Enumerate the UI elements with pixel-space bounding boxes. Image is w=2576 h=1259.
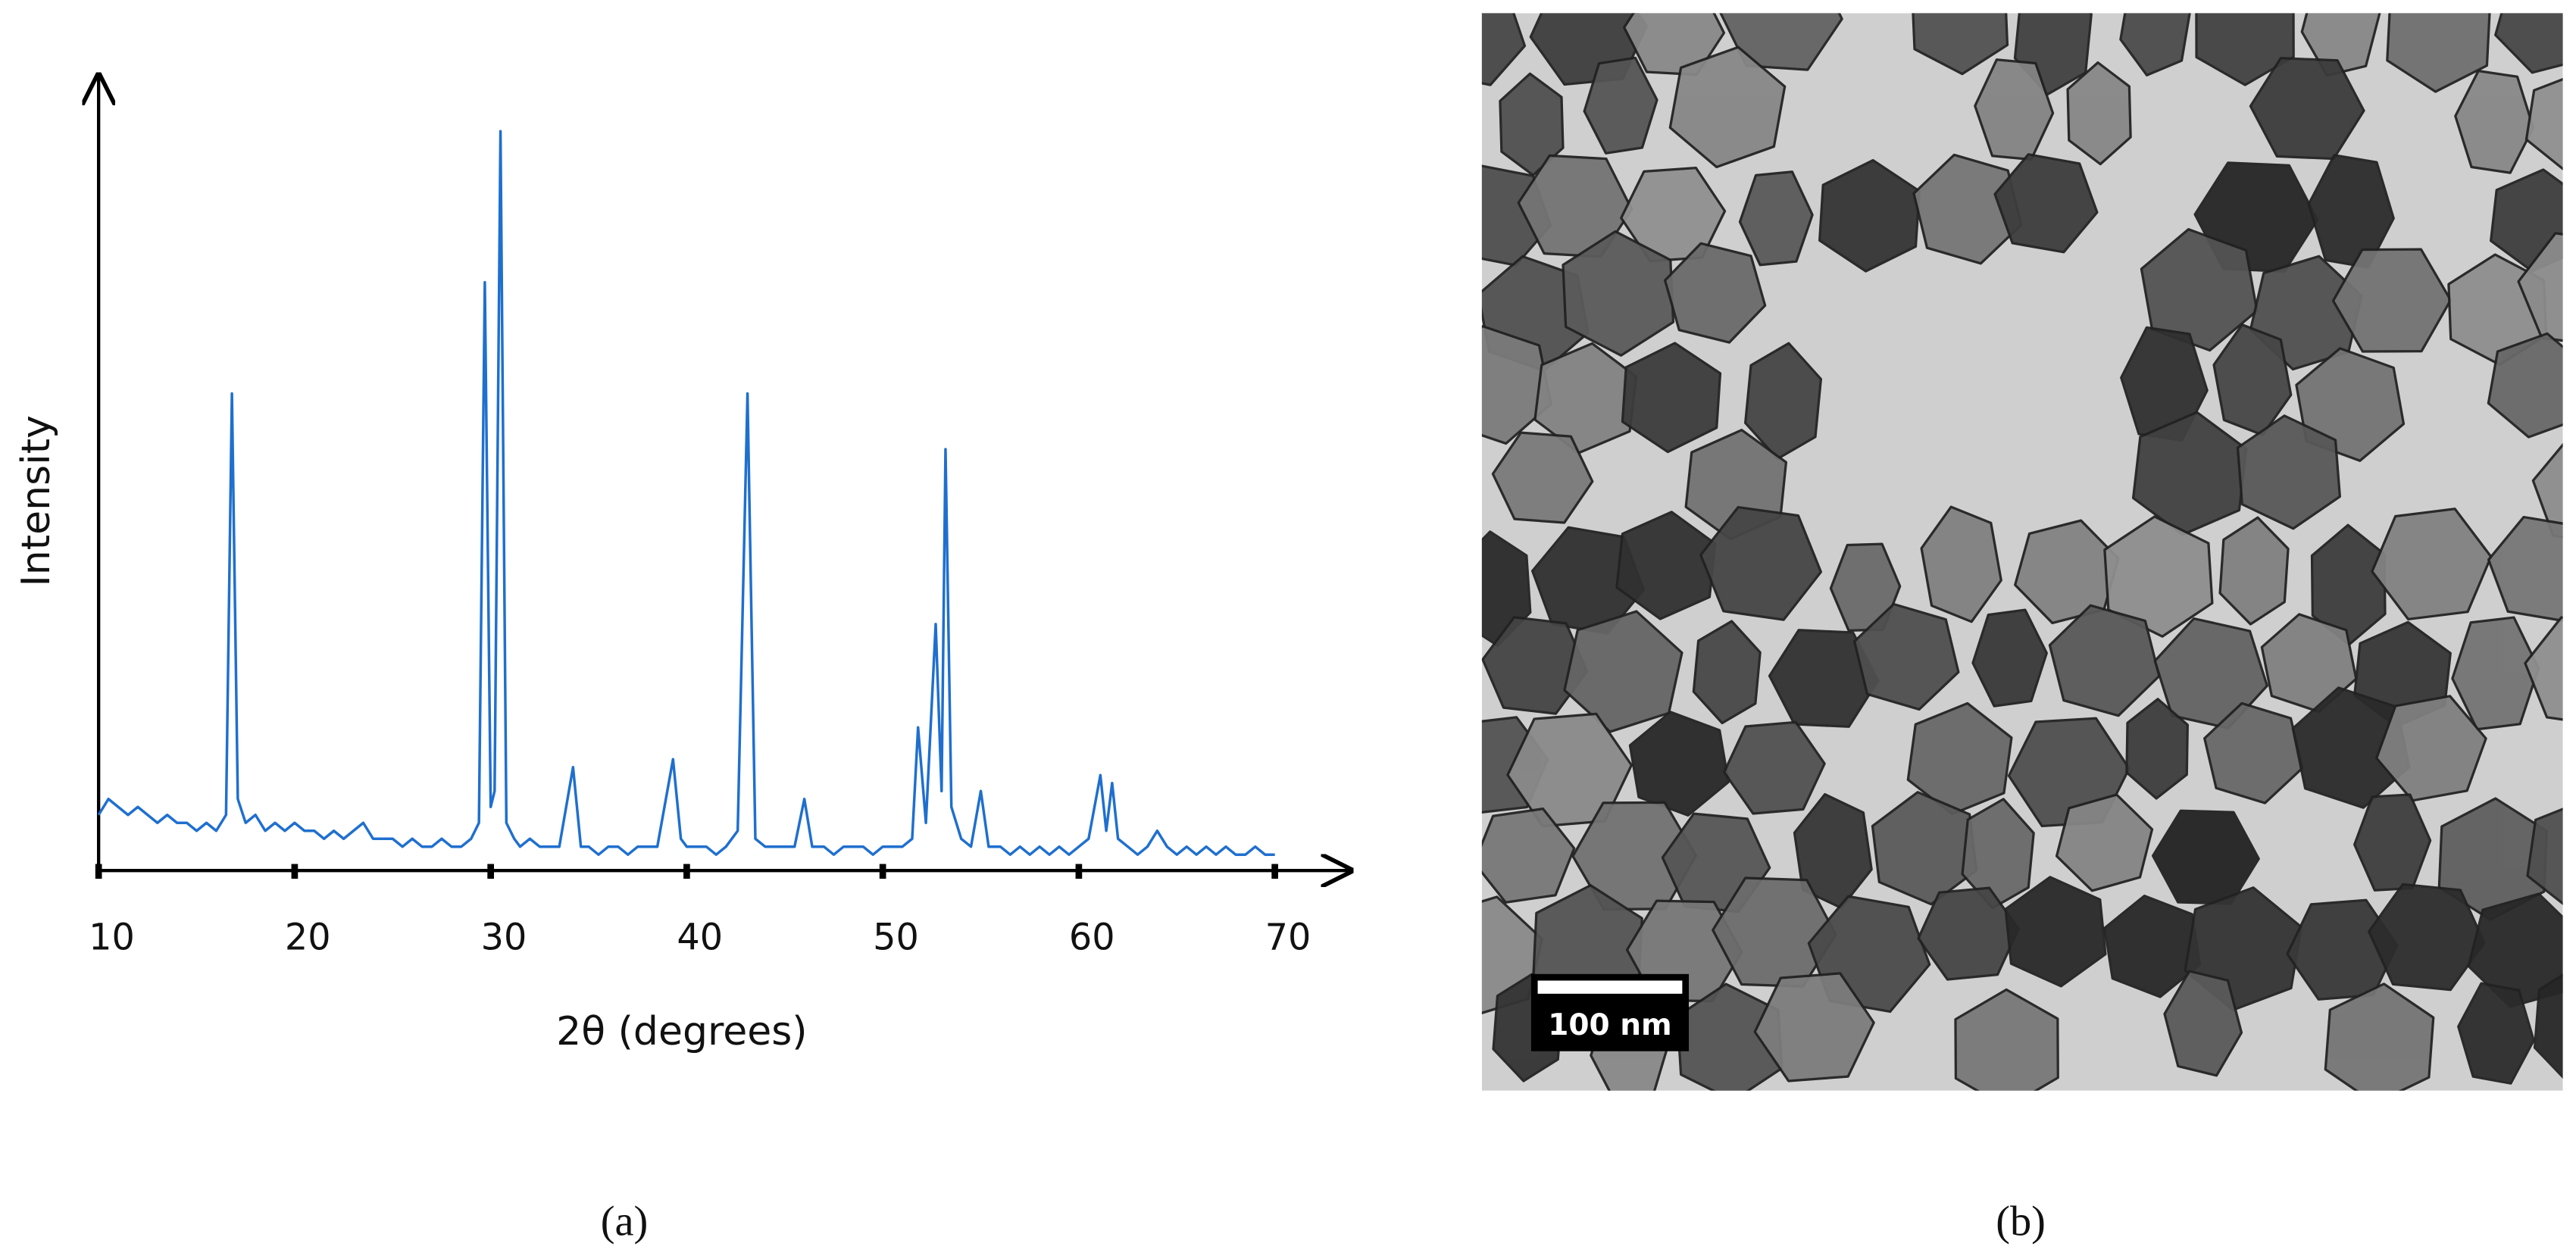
nanoparticle: [2467, 892, 2563, 1008]
nanoparticle: [1699, 505, 1823, 621]
nanoparticle: [1481, 616, 1589, 715]
panel-label: (b): [1996, 1198, 2046, 1245]
nanoparticle: [2163, 970, 2243, 1077]
nanoparticle: [1971, 608, 2048, 708]
scale-bar-label: 100 nm: [1548, 1008, 1671, 1042]
nanoparticle: [2125, 698, 2189, 800]
nanoparticle: [2524, 616, 2563, 721]
y-axis-label: Intensity: [14, 415, 59, 586]
nanoparticle: [2524, 77, 2563, 170]
nanoparticle: [1719, 13, 1843, 71]
nanoparticle: [1853, 602, 1960, 711]
nanoparticle: [2236, 414, 2341, 530]
nanoparticle: [2055, 793, 2154, 892]
nanoparticle: [2487, 515, 2563, 623]
nanoparticle: [2368, 883, 2486, 992]
nanoparticle: [1993, 153, 2099, 254]
nanoparticle: [2494, 13, 2563, 74]
nanoparticle: [2203, 701, 2304, 804]
scale-bar: 100 nm: [1530, 973, 1690, 1051]
nanoparticle: [2103, 894, 2202, 998]
nanoparticle: [2371, 508, 2493, 621]
x-tick-label: 20: [285, 917, 331, 958]
nanoparticle: [2533, 973, 2563, 1079]
x-tick-label: 60: [1069, 917, 1115, 958]
x-tick-label: 30: [481, 917, 527, 958]
nanoparticle: [2004, 876, 2107, 988]
nanoparticle: [2103, 515, 2214, 638]
nanoparticle: [1583, 56, 1658, 155]
nanoparticle: [2517, 232, 2563, 342]
nanoparticle: [2454, 70, 2535, 174]
scale-bar-line: [1537, 980, 1683, 994]
nanoparticle: [1920, 505, 2002, 623]
nanoparticle: [2295, 347, 2406, 462]
nanoparticle: [1491, 431, 1594, 524]
nanoparticle: [1829, 542, 1902, 633]
nanoparticle: [1906, 701, 2013, 816]
nanoparticle: [1481, 324, 1552, 445]
nanoparticle: [1668, 45, 1787, 169]
nanoparticle: [2119, 13, 2191, 77]
nanoparticle: [1628, 711, 1730, 817]
data-line: [97, 130, 1275, 856]
nanoparticle: [2048, 604, 2161, 717]
nanoparticle: [2218, 516, 2290, 626]
nanoparticle: [1723, 720, 1826, 815]
nanoparticle: [2195, 13, 2295, 86]
x-axis-label: 2θ (degrees): [556, 1009, 807, 1054]
nanoparticle: [2487, 332, 2563, 439]
nanoparticle: [2386, 13, 2491, 93]
nanoparticle: [1912, 153, 2023, 265]
nanoparticle: [1481, 808, 1576, 904]
nanoparticle: [2457, 982, 2535, 1085]
panel-label: (a): [601, 1198, 649, 1245]
nanoparticle: [2526, 808, 2563, 905]
nanoparticle: [1954, 988, 2059, 1091]
nanoparticle: [1692, 620, 1762, 725]
nanoparticle: [1912, 13, 2009, 76]
nanoparticle: [2140, 228, 2259, 352]
x-tick-label: 50: [873, 917, 919, 958]
nanoparticle: [1621, 342, 1722, 454]
nanoparticle: [1562, 230, 1675, 357]
nanoparticle: [1663, 242, 1767, 344]
x-tick-label: 40: [677, 917, 723, 958]
axes: 2θ (degrees) Intensity 10 20 30 40 50 60 70: [14, 76, 1350, 1054]
x-tick-label: 10: [89, 917, 135, 958]
nanoparticle: [2324, 983, 2435, 1091]
tem-image: [1481, 13, 2563, 1091]
x-tick-label: 70: [1265, 917, 1311, 958]
nanoparticle: [1753, 972, 1875, 1082]
nanoparticle: [1738, 170, 1814, 267]
nanoparticle: [2066, 61, 2132, 166]
nanoparticle: [2331, 248, 2453, 353]
nanoparticle: [1481, 13, 1527, 86]
nanoparticle: [1871, 791, 1978, 906]
